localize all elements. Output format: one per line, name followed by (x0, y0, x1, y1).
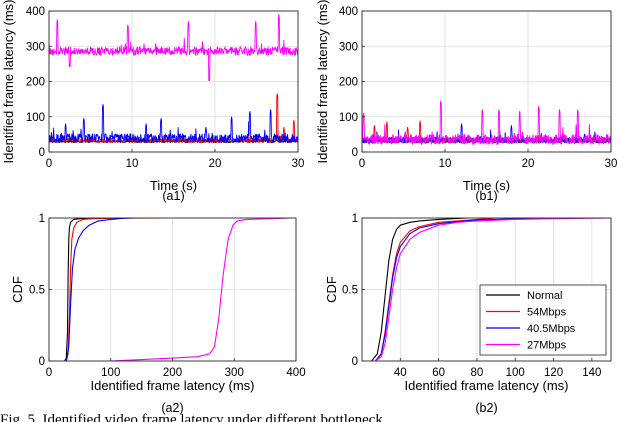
x-tick-label: 80 (471, 367, 484, 379)
x-axis-label: Time (s) (150, 178, 197, 193)
x-tick-label: 100 (506, 367, 525, 379)
y-tick-label: 1 (39, 213, 45, 225)
series-line-4 (49, 14, 298, 82)
y-tick-label: 100 (26, 112, 45, 124)
x-axis-label: Time (s) (463, 178, 510, 193)
x-tick-label: 100 (101, 367, 120, 379)
y-tick-label: 0 (39, 147, 45, 159)
y-axis-label: CDF (10, 276, 25, 303)
legend: Normal 54Mbps 40.5Mbps 27Mbps (479, 284, 607, 356)
series-line-3 (65, 218, 136, 361)
y-tick-label: 0 (39, 356, 45, 368)
series-line-1 (63, 218, 99, 361)
panel-caption: (b1) (475, 189, 497, 203)
series-group (49, 14, 298, 144)
series-line-3 (374, 218, 554, 361)
legend-box (479, 284, 607, 356)
legend-label: Normal (527, 290, 562, 302)
series-line-4 (110, 218, 290, 361)
x-tick-label: 20 (522, 158, 535, 170)
y-tick-label: 1 (352, 213, 358, 225)
figure-caption-clipped: Fig. 5. Identified video frame latency u… (0, 413, 395, 422)
panel-b2: 40 60 80 100 120 140 0 0.5 1 Identified frame lat… (324, 213, 612, 415)
series-line-4 (375, 218, 611, 361)
y-tick-label: 0.5 (342, 285, 358, 297)
panel-a2: 0 100 200 300 400 0 0.5 1 Identified frame laten… (10, 213, 306, 415)
x-tick-label: 60 (432, 367, 445, 379)
x-tick-label: 30 (605, 158, 618, 170)
y-axis-label: Identified frame latency (ms) (1, 0, 16, 164)
y-tick-label: 200 (339, 77, 358, 89)
y-tick-label: 0.5 (29, 285, 45, 297)
series-line-1 (371, 218, 468, 361)
y-tick-label: 0 (352, 147, 358, 159)
x-axis-label: Identified frame latency (ms) (90, 378, 254, 393)
x-tick-label: 40 (394, 367, 407, 379)
legend-label: 40.5Mbps (527, 323, 576, 335)
y-tick-label: 400 (26, 6, 45, 18)
x-tick-label: 0 (46, 367, 52, 379)
x-tick-label: 30 (292, 158, 305, 170)
x-tick-label: 0 (359, 158, 365, 170)
x-tick-label: 140 (582, 367, 601, 379)
y-axis-label: CDF (324, 276, 339, 303)
x-tick-label: 200 (163, 367, 182, 379)
x-tick-label: 10 (439, 158, 452, 170)
panel-caption: (a2) (161, 401, 183, 415)
y-tick-label: 100 (339, 112, 358, 124)
series-line-3 (49, 103, 298, 143)
panel-caption: (a1) (162, 189, 184, 203)
y-tick-label: 300 (26, 41, 45, 53)
x-tick-label: 10 (126, 158, 139, 170)
x-tick-label: 120 (544, 367, 563, 379)
y-tick-label: 300 (339, 41, 358, 53)
x-tick-label: 400 (286, 367, 305, 379)
y-tick-label: 0 (352, 356, 358, 368)
x-tick-label: 20 (209, 158, 222, 170)
series-group (371, 218, 611, 361)
x-axis-label: Identified frame latency (ms) (404, 378, 568, 393)
x-tick-label: 0 (46, 158, 52, 170)
x-tick-label: 300 (225, 367, 244, 379)
legend-label: 54Mbps (527, 307, 567, 319)
series-group (362, 100, 611, 145)
y-tick-label: 200 (26, 77, 45, 89)
panel-caption: (b2) (475, 401, 497, 415)
series-line-4 (362, 100, 611, 145)
y-tick-label: 400 (339, 6, 358, 18)
legend-label: 27Mbps (527, 340, 567, 352)
y-axis-label: Identified frame latency (ms) (315, 0, 330, 164)
